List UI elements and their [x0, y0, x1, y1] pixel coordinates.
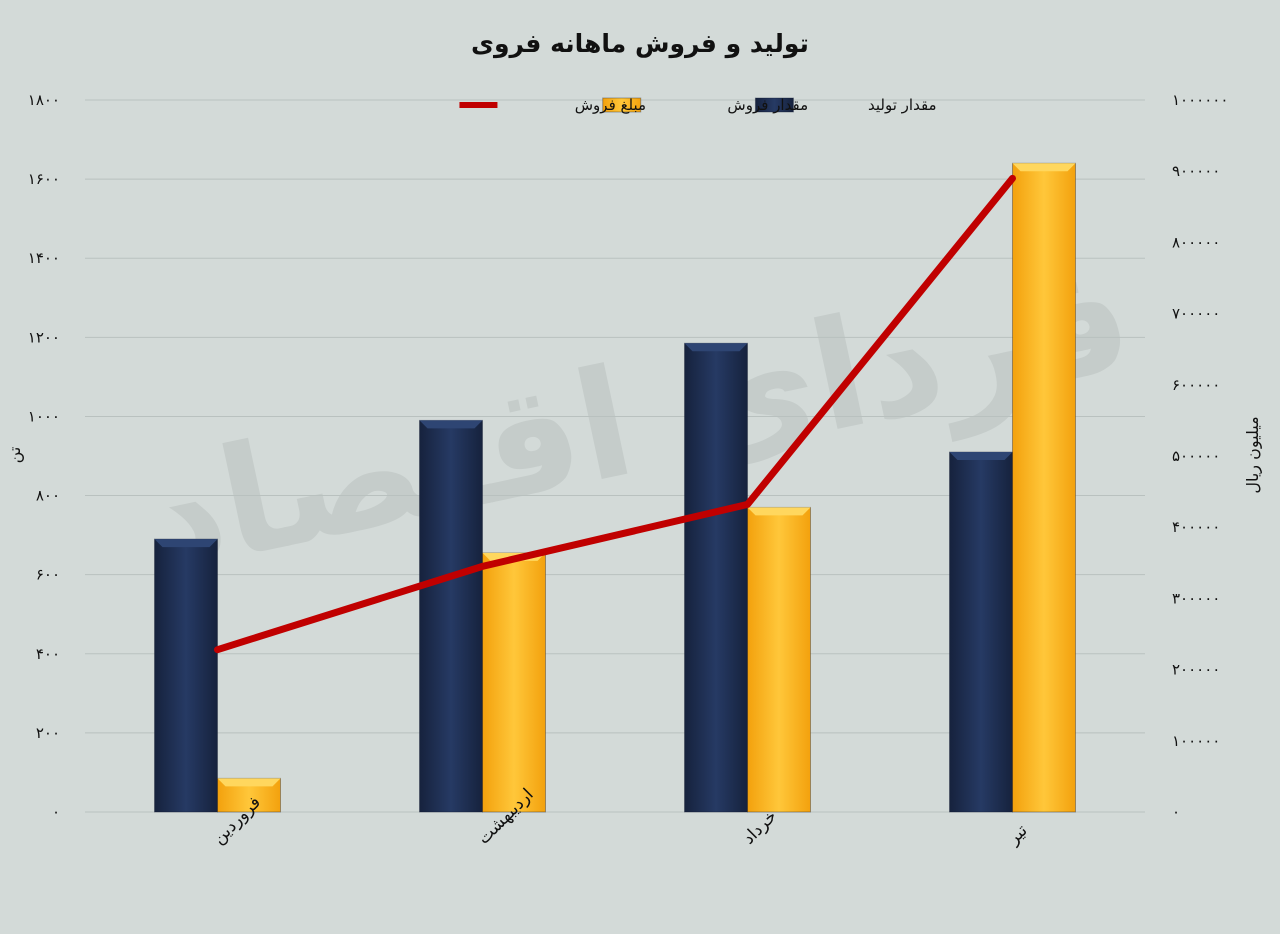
left-tick-label: ۶۰۰ [36, 566, 60, 584]
bars [154, 162, 1076, 813]
bar-cap-1 [217, 778, 281, 787]
line-series [214, 174, 1016, 654]
left-tick-label: ۱۴۰۰ [28, 249, 60, 267]
left-tick-label: ۱۶۰۰ [28, 170, 60, 188]
right-axis-title: میلیون ریال [1243, 416, 1263, 493]
bar-1 [747, 506, 811, 813]
right-tick-label: ۸۰۰۰۰۰ [1172, 233, 1220, 251]
bar-1 [482, 552, 546, 813]
legend-swatch [602, 97, 642, 113]
category-label: خرداد [739, 806, 781, 848]
legend-swatch [754, 97, 794, 113]
legend: مقدار تولید مقدار فروش مبلغ فروش [459, 96, 937, 114]
right-tick-label: ۹۰۰۰۰۰ [1172, 162, 1220, 180]
legend-label: مقدار تولید [868, 96, 937, 114]
bar-0 [949, 451, 1013, 813]
left-tick-label: ۲۰۰ [36, 724, 60, 742]
left-tick-label: ۱۰۰۰ [28, 407, 60, 425]
bar-cap-0 [419, 420, 483, 429]
category-label: تیر [1003, 821, 1032, 850]
legend-label: مبلغ فروش [575, 96, 646, 114]
bar-0 [154, 538, 218, 813]
bar-cap-0 [684, 343, 748, 352]
sales-amount-line [214, 174, 1016, 654]
bar-cap-0 [154, 539, 218, 548]
right-tick-label: ۴۰۰۰۰۰ [1172, 518, 1220, 536]
right-tick-label: ۲۰۰۰۰۰ [1172, 661, 1220, 679]
right-tick-label: ۷۰۰۰۰۰ [1172, 305, 1220, 323]
right-tick-label: ۳۰۰۰۰۰ [1172, 589, 1220, 607]
left-tick-label: ۸۰۰ [36, 487, 60, 505]
right-tick-label: ۱۰۰۰۰۰ [1172, 732, 1220, 750]
legend-label: مقدار فروش [727, 96, 808, 114]
left-tick-label: ۰ [52, 803, 60, 821]
left-tick-label: ۴۰۰ [36, 645, 60, 663]
right-tick-label: ۵۰۰۰۰۰ [1172, 447, 1220, 465]
bar-cap-1 [1012, 163, 1076, 172]
left-tick-label: ۱۸۰۰ [28, 91, 60, 109]
right-tick-label: ۰ [1172, 803, 1180, 821]
bar-0 [419, 419, 483, 813]
bar-0 [684, 342, 748, 813]
right-tick-label: ۶۰۰۰۰۰ [1172, 376, 1220, 394]
left-axis-title: تن [5, 447, 25, 464]
bar-cap-1 [747, 507, 811, 516]
bar-cap-0 [949, 452, 1013, 461]
right-tick-label: ۱۰۰۰۰۰۰ [1172, 91, 1228, 109]
left-tick-label: ۱۲۰۰ [28, 328, 60, 346]
chart-title: تولید و فروش ماهانه فروی [471, 29, 809, 59]
bar-1 [1012, 162, 1076, 813]
